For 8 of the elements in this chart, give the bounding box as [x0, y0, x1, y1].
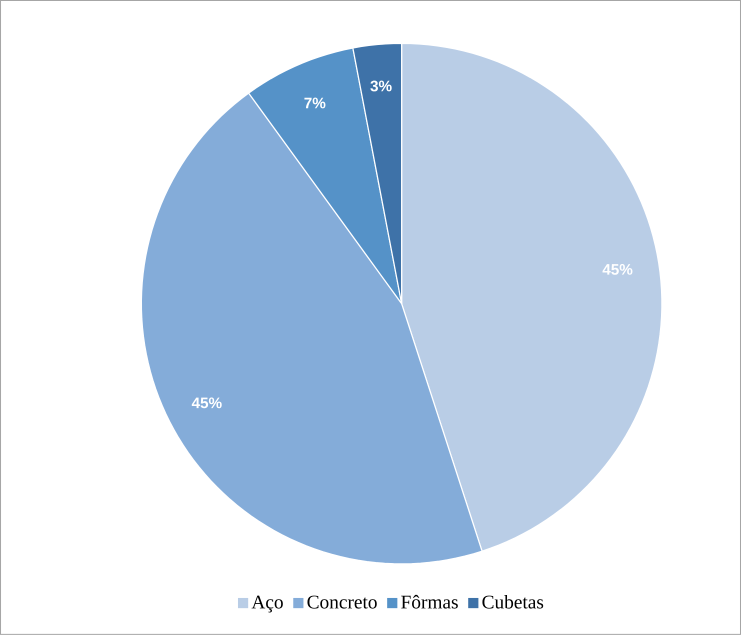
data-label: 45%: [192, 398, 222, 408]
legend-label: Cubetas: [482, 595, 544, 609]
legend-label: Concreto: [307, 596, 377, 609]
data-label: 7%: [304, 98, 326, 108]
data-label: 45%: [602, 264, 632, 275]
data-label: 3%: [370, 80, 392, 92]
legend-label: Aço: [252, 596, 283, 613]
legend-label: Fôrmas: [401, 595, 458, 609]
